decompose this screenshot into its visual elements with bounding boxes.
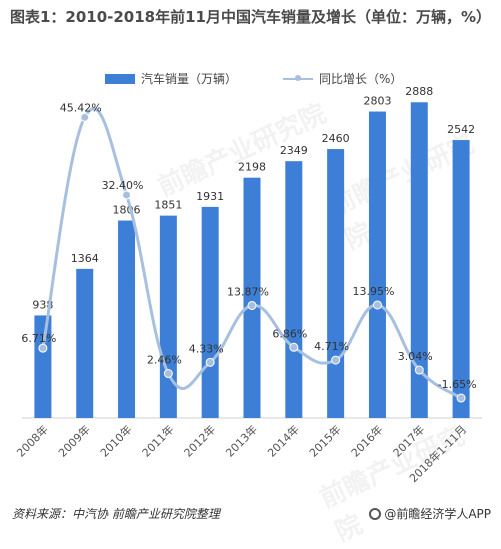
brand-label: @前瞻经济学人APP (369, 505, 491, 522)
growth-value-label: 32.40% (102, 179, 144, 192)
growth-point (122, 190, 132, 200)
x-tick-label: 2009年 (55, 422, 92, 459)
growth-point (414, 365, 424, 375)
chart-title: 图表1：2010-2018年前11月中国汽车销量及增长（单位：万辆，%） (9, 8, 492, 26)
bar (410, 102, 428, 418)
bar-value-label: 1364 (71, 252, 99, 265)
x-tick-label: 2016年 (348, 422, 385, 459)
x-tick-label: 2015年 (306, 422, 343, 459)
x-tick-label: 2014年 (264, 422, 301, 459)
bar-value-label: 2349 (280, 144, 308, 157)
x-tick-label: 2011年 (139, 422, 176, 459)
bar-value-label: 1851 (154, 199, 182, 212)
bar-value-label: 1931 (196, 190, 224, 203)
bar (452, 140, 470, 419)
legend-bar-swatch (105, 73, 135, 84)
bar (327, 149, 345, 419)
brand-text: @前瞻经济学人APP (384, 507, 491, 521)
growth-value-label: 13.87% (227, 285, 269, 298)
legend-item-growth: 同比增长（%） (283, 70, 402, 87)
bar-value-label: 2542 (447, 123, 475, 136)
growth-point (372, 300, 382, 310)
bar-value-label: 2803 (363, 95, 391, 108)
bar-value-label: 2198 (238, 161, 266, 174)
bar-value-label: 2888 (405, 85, 433, 98)
growth-point (456, 393, 466, 403)
growth-point (163, 369, 173, 379)
bar (159, 215, 177, 418)
x-tick-label: 2017年 (390, 422, 427, 459)
growth-value-label: -1.65% (438, 378, 477, 391)
growth-value-label: 2.46% (147, 354, 182, 367)
legend-line-label: 同比增长（%） (319, 72, 403, 86)
legend-item-sales: 汽车销量（万辆） (105, 70, 237, 87)
growth-point (38, 343, 48, 353)
bar-value-label: 1806 (113, 204, 141, 217)
x-tick-label: 2013年 (223, 422, 260, 459)
bar (201, 206, 219, 418)
growth-value-label: 6.71% (21, 332, 56, 345)
bar-value-label: 2460 (322, 132, 350, 145)
growth-point (205, 357, 215, 367)
growth-value-label: 4.71% (314, 340, 349, 353)
bar (118, 220, 136, 418)
chart-legend: 汽车销量（万辆） 同比增长（%） (0, 70, 501, 90)
bar (76, 268, 94, 418)
growth-value-label: 4.33% (189, 342, 224, 355)
x-tick-label: 2008年 (14, 422, 51, 459)
growth-value-label: 3.04% (398, 350, 433, 363)
source-note: 资料来源：中汽协 前瞻产业研究院整理 (12, 507, 220, 521)
growth-value-label: 6.86% (272, 327, 307, 340)
bar (285, 161, 303, 418)
growth-point (80, 112, 90, 122)
growth-point (331, 355, 341, 365)
brand-logo-icon (369, 507, 382, 520)
x-tick-label: 2010年 (97, 422, 134, 459)
x-tick-label: 2012年 (181, 422, 218, 459)
growth-point (289, 342, 299, 352)
bar (243, 177, 261, 418)
bar (34, 315, 52, 418)
growth-value-label: 13.95% (352, 285, 394, 298)
bar (368, 111, 386, 418)
legend-line-swatch (283, 74, 313, 84)
growth-value-label: 45.42% (60, 101, 102, 114)
legend-bar-label: 汽车销量（万辆） (141, 72, 238, 86)
growth-point (247, 300, 257, 310)
